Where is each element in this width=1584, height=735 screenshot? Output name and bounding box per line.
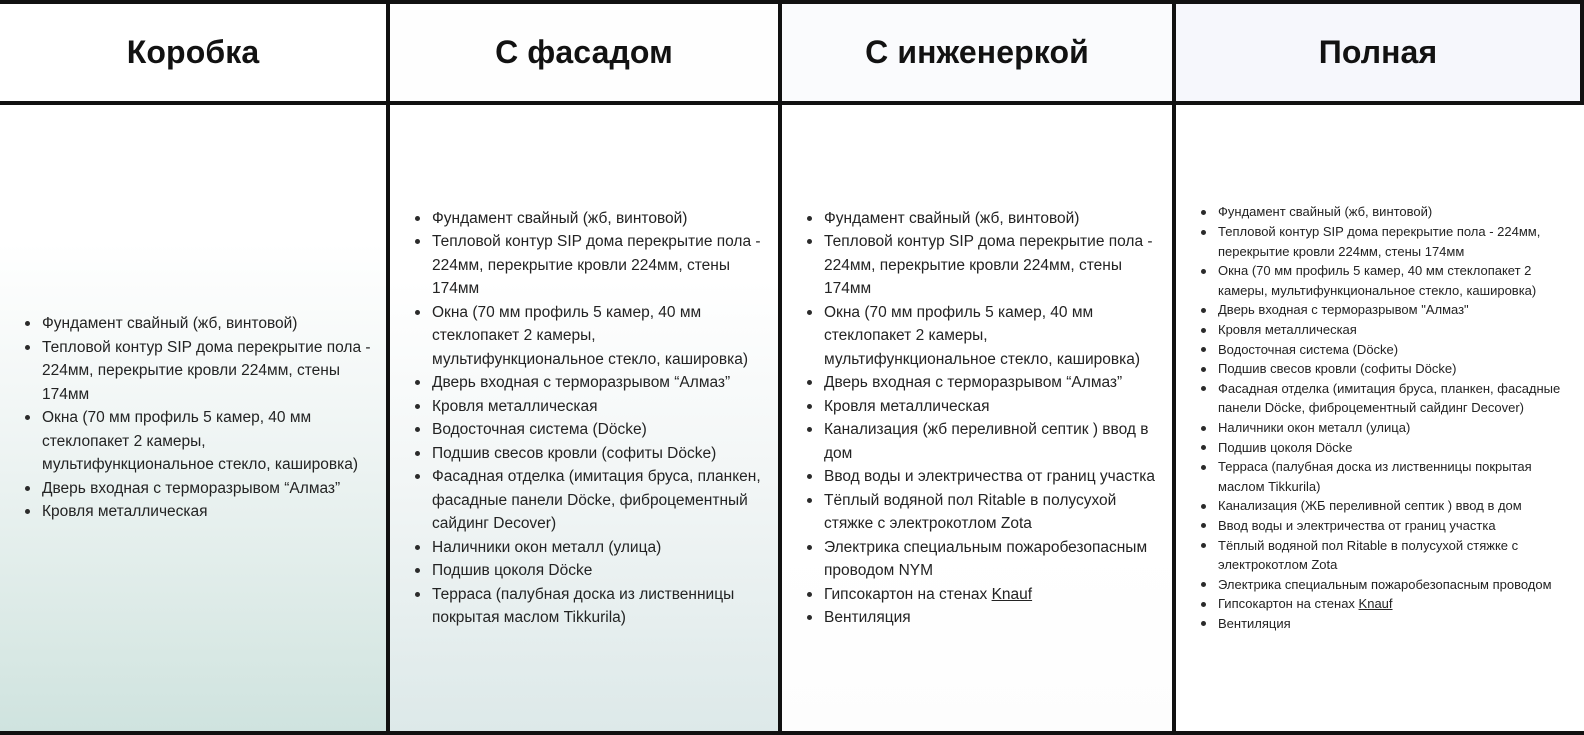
feature-list-item: Окна (70 мм профиль 5 камер, 40 мм стекл… [1201, 261, 1570, 300]
feature-list-item: Кровля металлическая [25, 500, 372, 524]
column-header-korobka[interactable]: Коробка [0, 4, 390, 105]
feature-list-item: Электрика специальным пожаробезопасным п… [1201, 575, 1570, 595]
feature-list-item: Терраса (палубная доска из лиственницы п… [1201, 457, 1570, 496]
feature-list-item: Канализация (жб переливной септик ) ввод… [807, 418, 1158, 465]
feature-list-item: Фундамент свайный (жб, винтовой) [415, 207, 764, 231]
feature-list-item: Окна (70 мм профиль 5 камер, 40 мм стекл… [807, 301, 1158, 372]
feature-list-item: Дверь входная с терморазрывом “Алмаз” [25, 477, 372, 501]
feature-list-item: Вентиляция [1201, 614, 1570, 634]
column-header-s-inzhenerkoy[interactable]: С инженеркой [782, 4, 1176, 105]
feature-list-item: Тепловой контур SIP дома перекрытие пола… [1201, 222, 1570, 261]
feature-list-item: Тепловой контур SIP дома перекрытие пола… [807, 230, 1158, 301]
feature-list: Фундамент свайный (жб, винтовой) Тепловой… [390, 207, 778, 630]
feature-list-item: Наличники окон металл (улица) [1201, 418, 1570, 438]
feature-list-item: Фундамент свайный (жб, винтовой) [1201, 202, 1570, 222]
feature-list-item: Канализация (ЖБ переливной септик ) ввод… [1201, 496, 1570, 516]
brand-link[interactable]: Knauf [991, 585, 1033, 603]
feature-list-item: Подшив цоколя Döcke [1201, 438, 1570, 458]
feature-list-item: Ввод воды и электричества от границ учас… [1201, 516, 1570, 536]
feature-list-item: Ввод воды и электричества от границ учас… [807, 465, 1158, 489]
feature-list-item: Водосточная система (Döcke) [1201, 340, 1570, 360]
column-body-polnaya: Фундамент свайный (жб, винтовой) Тепловой… [1176, 105, 1584, 731]
column-header-polnaya[interactable]: Полная [1176, 4, 1584, 105]
feature-list: Фундамент свайный (жб, винтовой) Тепловой… [782, 207, 1172, 630]
feature-list-item: Окна (70 мм профиль 5 камер, 40 мм стекл… [25, 406, 372, 477]
column-title: Полная [1318, 33, 1438, 70]
feature-list-item: Кровля металлическая [807, 395, 1158, 419]
feature-list-item: Фасадная отделка (имитация бруса, планке… [415, 465, 764, 536]
feature-list-item: Дверь входная с терморазрывом “Алмаз” [415, 371, 764, 395]
feature-list: Фундамент свайный (жб, винтовой) Тепловой… [1176, 202, 1584, 633]
feature-list-item: Водосточная система (Döcke) [415, 418, 764, 442]
brand-link[interactable]: Knauf [1358, 596, 1393, 612]
feature-list-item: Терраса (палубная доска из лиственницы п… [415, 583, 764, 630]
feature-list-item: Тепловой контур SIP дома перекрытие пола… [25, 336, 372, 407]
feature-list-item: Кровля металлическая [415, 395, 764, 419]
feature-list-item: Подшив цоколя Döcke [415, 559, 764, 583]
column-body-korobka: Фундамент свайный (жб, винтовой) Тепловой… [0, 105, 390, 731]
feature-list-item: Кровля металлическая [1201, 320, 1570, 340]
feature-list-item: Гипсокартон на стенах Knauf [1201, 594, 1570, 614]
column-header-s-fasadom[interactable]: С фасадом [390, 4, 782, 105]
feature-list-item: Окна (70 мм профиль 5 камер, 40 мм стекл… [415, 301, 764, 372]
feature-list-item: Электрика специальным пожаробезопасным п… [807, 536, 1158, 583]
column-title: С инженеркой [865, 33, 1089, 70]
feature-list-item: Подшив свесов кровли (софиты Döcke) [415, 442, 764, 466]
column-title: С фасадом [495, 33, 673, 70]
feature-list-item: Вентиляция [807, 606, 1158, 630]
feature-list-item: Тёплый водяной пол Ritable в полусухой с… [807, 489, 1158, 536]
feature-list-item: Подшив свесов кровли (софиты Döcke) [1201, 359, 1570, 379]
feature-list-item: Фундамент свайный (жб, винтовой) [807, 207, 1158, 231]
feature-list: Фундамент свайный (жб, винтовой) Тепловой… [0, 312, 386, 524]
column-body-s-inzhenerkoy: Фундамент свайный (жб, винтовой) Тепловой… [782, 105, 1176, 731]
feature-list-item: Гипсокартон на стенах Knauf [807, 583, 1158, 607]
feature-list-item: Наличники окон металл (улица) [415, 536, 764, 560]
column-title: Коробка [126, 33, 260, 70]
feature-list-item: Фундамент свайный (жб, винтовой) [25, 312, 372, 336]
feature-list-item: Тёплый водяной пол Ritable в полусухой с… [1201, 536, 1570, 575]
feature-list-item: Дверь входная с терморазрывом "Алмаз" [1201, 300, 1570, 320]
feature-list-item: Дверь входная с терморазрывом “Алмаз” [807, 371, 1158, 395]
feature-list-item: Тепловой контур SIP дома перекрытие пола… [415, 230, 764, 301]
column-body-s-fasadom: Фундамент свайный (жб, винтовой) Тепловой… [390, 105, 782, 731]
feature-list-item: Фасадная отделка (имитация бруса, планке… [1201, 379, 1570, 418]
